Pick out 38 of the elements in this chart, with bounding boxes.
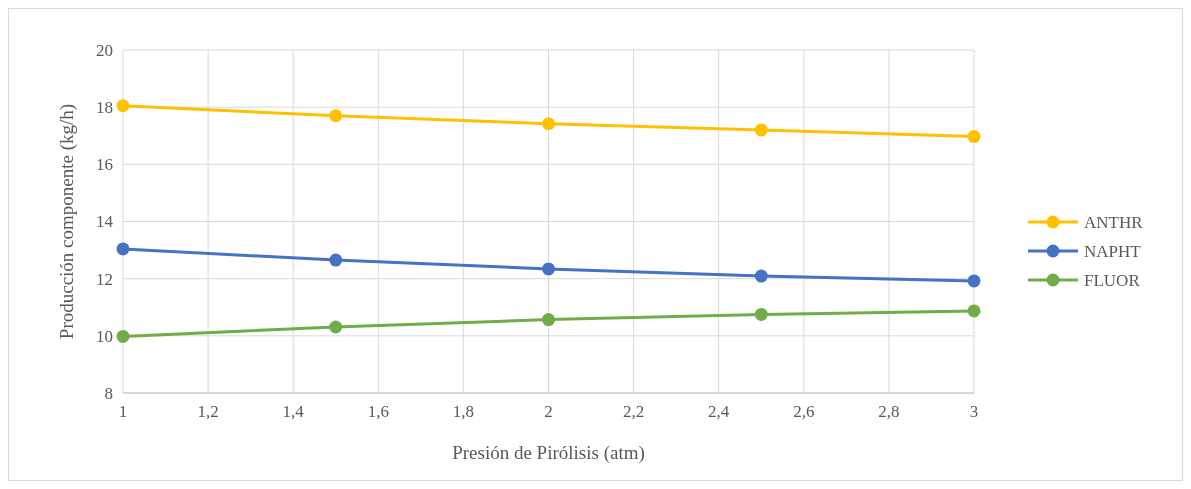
point <box>754 123 768 137</box>
point <box>329 109 343 123</box>
x-tick-label: 1,4 <box>282 402 305 421</box>
x-axis-title: Presión de Pirólisis (atm) <box>452 442 645 464</box>
point <box>329 253 343 267</box>
x-tick-label: 1,6 <box>367 402 389 421</box>
x-tick-label: 1,8 <box>452 402 475 421</box>
x-tick-label: 2,4 <box>708 402 730 421</box>
point <box>116 329 130 343</box>
x-tick-label: 2,8 <box>878 402 900 421</box>
y-axis-title: Producción componente (kg/h) <box>56 103 78 340</box>
y-tick-label: 18 <box>96 98 113 118</box>
legend-label: ANTHR <box>1084 212 1144 232</box>
legend-label: NAPHT <box>1084 241 1142 261</box>
point <box>542 117 555 131</box>
point <box>116 99 130 113</box>
point <box>542 313 555 327</box>
point <box>967 130 981 144</box>
y-tick-label: 16 <box>96 155 113 175</box>
point <box>754 307 768 321</box>
point <box>116 242 130 256</box>
x-tick-label: 2,6 <box>793 402 815 421</box>
point <box>967 304 981 318</box>
point <box>754 269 768 283</box>
y-tick-label: 14 <box>96 212 114 232</box>
x-tick-label: 2 <box>544 402 553 421</box>
y-tick-label: 20 <box>96 40 113 60</box>
point <box>967 274 981 288</box>
point <box>329 320 343 334</box>
y-tick-label: 8 <box>104 383 113 403</box>
x-tick-label: 2,2 <box>622 402 645 421</box>
y-tick-label: 12 <box>96 269 113 289</box>
x-tick-label: 1 <box>118 402 128 421</box>
y-tick-label: 10 <box>96 326 113 346</box>
x-tick-label: 1,2 <box>197 402 219 421</box>
point <box>542 262 555 276</box>
x-tick-label: 3 <box>969 402 979 421</box>
legend-label: FLUOR <box>1084 270 1141 290</box>
